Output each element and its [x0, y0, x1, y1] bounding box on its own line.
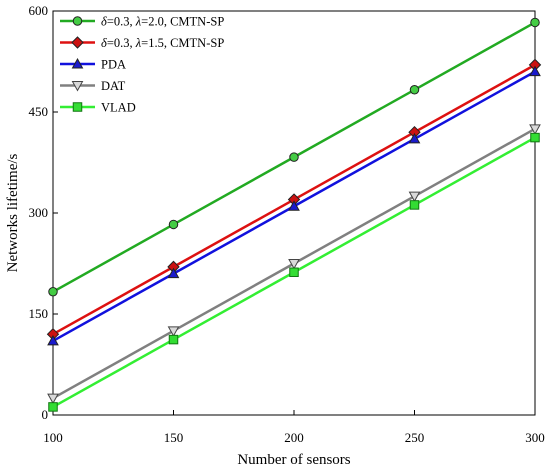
- legend-marker: [72, 16, 83, 26]
- data-point: [167, 326, 180, 337]
- legend-label: PDA: [101, 58, 126, 72]
- data-point: [530, 132, 540, 143]
- legend-marker: [71, 57, 84, 69]
- legend-item: δ=0.3, λ=1.5, CMTN-SP: [60, 36, 224, 50]
- data-point: [409, 85, 420, 95]
- data-point: [47, 334, 59, 346]
- legend-item: VLAD: [60, 101, 136, 115]
- data-point: [48, 287, 58, 297]
- legend-label: DAT: [101, 79, 126, 93]
- y-tick-label: 150: [29, 306, 49, 321]
- x-tick-label: 300: [525, 430, 545, 445]
- data-point: [408, 191, 421, 203]
- series-2: [46, 58, 542, 341]
- data-point: [168, 219, 179, 230]
- axes: 100 150 200 250 300 0 150 300 450 600: [29, 3, 545, 445]
- x-tick-label: 200: [284, 430, 304, 445]
- data-point: [288, 200, 300, 211]
- series-layer: [46, 17, 542, 412]
- legend: δ=0.3, λ=2.0, CMTN-SP δ=0.3, λ=1.5, CMTN-…: [60, 15, 224, 115]
- series-5: [48, 132, 540, 412]
- data-point: [529, 124, 541, 135]
- x-axis-title: Number of sensors: [237, 452, 350, 468]
- x-tick-label: 150: [164, 430, 184, 445]
- y-tick-label: 600: [29, 3, 49, 18]
- y-tick-label: 300: [29, 205, 49, 220]
- legend-marker: [71, 36, 84, 49]
- legend-item: DAT: [60, 79, 126, 93]
- data-point: [47, 393, 59, 405]
- legend-item: δ=0.3, λ=2.0, CMTN-SP: [60, 15, 224, 29]
- data-point: [409, 200, 420, 210]
- y-axis-title: Networks lifetime/s: [5, 153, 21, 272]
- data-point: [288, 259, 300, 270]
- data-point: [168, 334, 179, 345]
- legend-label: δ=0.3, λ=1.5, CMTN-SP: [101, 36, 224, 50]
- legend-marker: [71, 81, 84, 92]
- data-point: [167, 267, 180, 279]
- y-tick-label: 0: [42, 407, 49, 422]
- data-point: [48, 402, 58, 412]
- x-tick-label: 250: [405, 430, 425, 445]
- series-4: [47, 124, 541, 405]
- plot-frame: [52, 10, 536, 416]
- data-point: [530, 17, 540, 28]
- x-tick-label: 100: [43, 430, 63, 445]
- series-1: [48, 17, 540, 297]
- legend-label: δ=0.3, λ=2.0, CMTN-SP: [101, 15, 224, 29]
- legend-marker: [72, 102, 83, 112]
- data-point: [289, 152, 299, 162]
- data-point: [529, 65, 541, 77]
- data-point: [408, 132, 421, 144]
- legend-label: VLAD: [101, 101, 136, 115]
- y-tick-label: 450: [29, 104, 49, 119]
- legend-item: PDA: [60, 58, 126, 72]
- data-point: [289, 267, 299, 278]
- series-3: [47, 65, 541, 346]
